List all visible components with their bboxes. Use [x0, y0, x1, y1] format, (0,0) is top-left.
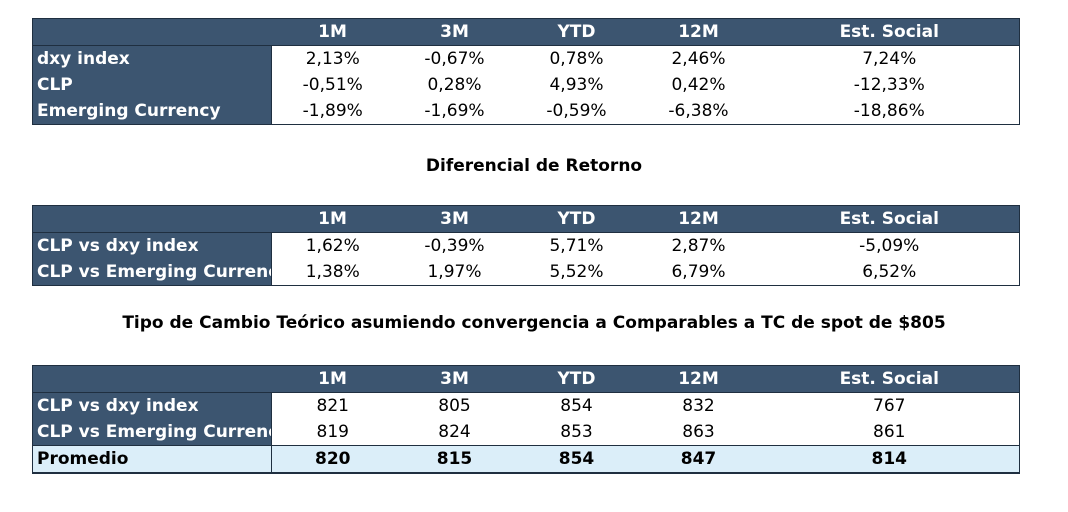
- table-header-row: 1M 3M YTD 12M Est. Social: [32, 205, 1020, 233]
- column-header-1m: 1M: [271, 205, 394, 233]
- table-cell: 5,71%: [549, 236, 604, 256]
- table-cell: -0,39%: [424, 236, 485, 256]
- column-header-est-social: Est. Social: [759, 365, 1020, 393]
- table-cell: 832: [682, 396, 715, 416]
- table-cell: 6,52%: [759, 259, 1020, 286]
- column-header-est-social: Est. Social: [759, 205, 1020, 233]
- table-cell: 0,42%: [671, 75, 726, 95]
- column-header-3m: 3M: [393, 205, 516, 233]
- average-cell: 820: [271, 445, 394, 474]
- table-cell: -18,86%: [759, 98, 1020, 125]
- header-corner-cell: [32, 365, 272, 393]
- column-header-3m: 3M: [393, 18, 516, 46]
- differential-table: 1M 3M YTD 12M Est. Social CLP vs dxy ind…: [32, 205, 1020, 286]
- average-row-label: Promedio: [32, 445, 272, 474]
- column-header-1m: 1M: [271, 18, 394, 46]
- average-cell: 815: [393, 445, 516, 474]
- returns-table: 1M 3M YTD 12M Est. Social dxy index 2,13…: [32, 18, 1020, 125]
- table-cell: 7,24%: [759, 45, 1020, 72]
- table-row: CLP -0,51% 0,28% 4,93% 0,42% -12,33%: [32, 72, 1020, 98]
- table-cell: -0,59%: [515, 98, 638, 125]
- average-cell: 854: [515, 445, 638, 474]
- column-header-3m: 3M: [393, 365, 516, 393]
- row-label: dxy index: [32, 45, 272, 72]
- table-cell: 4,93%: [549, 75, 604, 95]
- table-cell: 6,79%: [637, 259, 760, 286]
- table-cell: 0,28%: [427, 75, 482, 95]
- table-cell: -0,51%: [302, 75, 363, 95]
- table-cell: 805: [438, 396, 471, 416]
- section-title-theoretical-fx: Tipo de Cambio Teórico asumiendo converg…: [122, 313, 946, 333]
- column-header-12m: 12M: [637, 18, 760, 46]
- row-label: CLP vs Emerging Currency: [32, 419, 272, 446]
- table-header-row: 1M 3M YTD 12M Est. Social: [32, 18, 1020, 46]
- table-cell: -0,67%: [424, 49, 485, 69]
- table-cell: -1,69%: [393, 98, 516, 125]
- average-cell: 814: [759, 445, 1020, 474]
- table-row: CLP vs Emerging Currency 1,38% 1,97% 5,5…: [32, 259, 1020, 286]
- row-label: CLP: [32, 72, 272, 98]
- row-label: CLP vs dxy index: [32, 392, 272, 419]
- table-cell: -5,09%: [759, 232, 1020, 259]
- table-cell: 853: [560, 422, 593, 442]
- column-header-12m: 12M: [637, 205, 760, 233]
- table-header-row: 1M 3M YTD 12M Est. Social: [32, 365, 1020, 393]
- table-row: CLP vs Emerging Currency 819 824 853 863…: [32, 419, 1020, 446]
- column-header-ytd: YTD: [515, 365, 638, 393]
- table-row: CLP vs dxy index 821 805 854 832 767: [32, 392, 1020, 419]
- section-title-differential: Diferencial de Retorno: [425, 156, 643, 176]
- table-cell: 819: [316, 422, 349, 442]
- table-cell: -12,33%: [759, 72, 1020, 98]
- table-cell: 821: [316, 396, 349, 416]
- table-cell: 854: [560, 396, 593, 416]
- table-cell: 767: [759, 392, 1020, 419]
- column-header-ytd: YTD: [515, 18, 638, 46]
- header-corner-cell: [32, 205, 272, 233]
- table-cell: 1,38%: [271, 259, 394, 286]
- column-header-12m: 12M: [637, 365, 760, 393]
- row-label: CLP vs Emerging Currency: [32, 259, 272, 286]
- theoretical-fx-table: 1M 3M YTD 12M Est. Social CLP vs dxy ind…: [32, 365, 1020, 474]
- average-row: Promedio 820 815 854 847 814: [32, 445, 1020, 474]
- table-cell: 824: [438, 422, 471, 442]
- column-header-1m: 1M: [271, 365, 394, 393]
- table-cell: -6,38%: [637, 98, 760, 125]
- header-corner-cell: [32, 18, 272, 46]
- table-cell: 0,78%: [549, 49, 604, 69]
- row-label: Emerging Currency: [32, 98, 272, 125]
- table-cell: 861: [759, 419, 1020, 446]
- average-cell: 847: [637, 445, 760, 474]
- row-label: CLP vs dxy index: [32, 232, 272, 259]
- column-header-est-social: Est. Social: [759, 18, 1020, 46]
- table-cell: 5,52%: [515, 259, 638, 286]
- table-cell: -1,89%: [271, 98, 394, 125]
- table-row: Emerging Currency -1,89% -1,69% -0,59% -…: [32, 98, 1020, 125]
- table-cell: 2,87%: [671, 236, 726, 256]
- table-row: CLP vs dxy index 1,62% -0,39% 5,71% 2,87…: [32, 232, 1020, 259]
- table-row: dxy index 2,13% -0,67% 0,78% 2,46% 7,24%: [32, 45, 1020, 72]
- table-cell: 1,62%: [305, 236, 360, 256]
- table-cell: 2,13%: [305, 49, 360, 69]
- table-cell: 2,46%: [671, 49, 726, 69]
- table-cell: 1,97%: [393, 259, 516, 286]
- column-header-ytd: YTD: [515, 205, 638, 233]
- table-cell: 863: [682, 422, 715, 442]
